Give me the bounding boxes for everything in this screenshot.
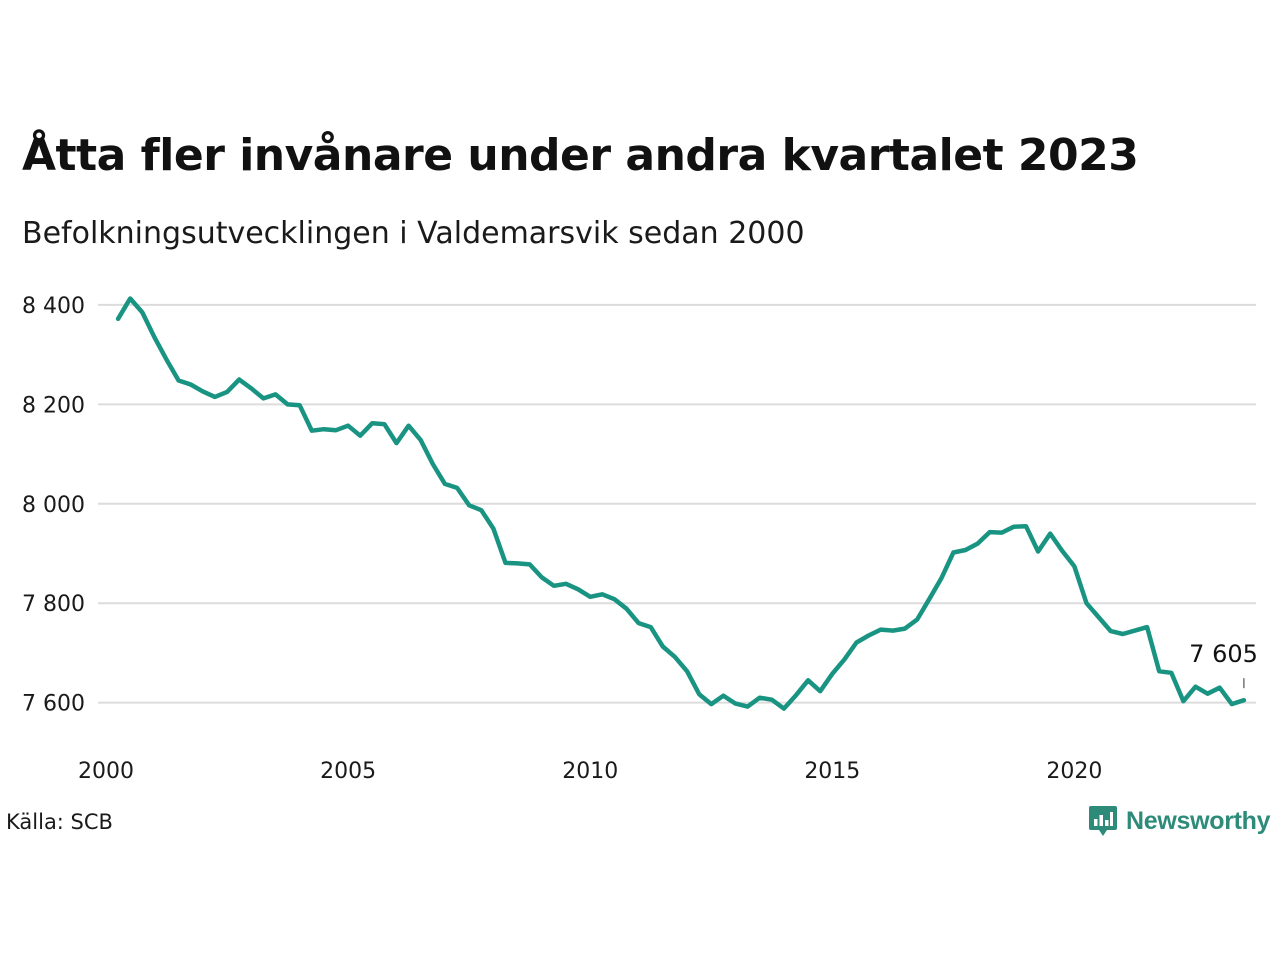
y-tick-label: 7 800 — [22, 592, 85, 617]
x-tick-label: 2005 — [320, 759, 376, 784]
annotation-label: 7 605 — [1189, 640, 1258, 668]
x-axis-labels: 2000 2005 2010 2015 2020 — [78, 759, 1102, 784]
x-tick-label: 2015 — [804, 759, 860, 784]
grid-layer — [98, 303, 1256, 704]
x-tick-label: 2010 — [562, 759, 618, 784]
series-line-0 — [115, 296, 1247, 711]
newsworthy-logo[interactable]: Newsworthy — [1088, 804, 1271, 838]
series-layer — [115, 296, 1247, 711]
y-tick-label: 8 200 — [22, 393, 85, 418]
newsworthy-logo-icon — [1089, 806, 1117, 836]
x-tick-label: 2020 — [1046, 759, 1102, 784]
y-tick-label: 7 600 — [22, 692, 85, 717]
y-axis-labels: 7 600 7 800 8 000 8 200 8 400 — [22, 294, 85, 717]
y-tick-label: 8 400 — [22, 294, 85, 319]
chart-title: Åtta fler invånare under andra kvartalet… — [22, 130, 1139, 181]
x-tick-label: 2000 — [78, 759, 134, 784]
source-note: Källa: SCB — [6, 810, 113, 834]
y-tick-label: 8 000 — [22, 493, 85, 518]
annotation-layer: 7 605 — [1189, 640, 1258, 689]
newsworthy-logo-text: Newsworthy — [1126, 806, 1271, 835]
chart-subtitle: Befolkningsutvecklingen i Valdemarsvik s… — [22, 216, 805, 251]
